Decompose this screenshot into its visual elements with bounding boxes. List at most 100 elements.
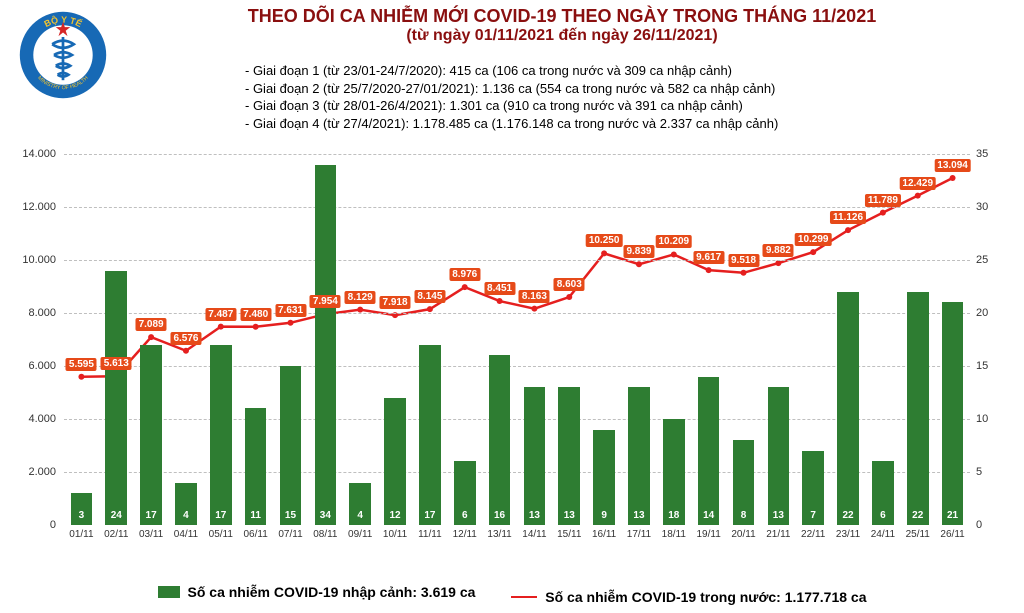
bar-value-label: 12: [384, 510, 406, 521]
bar-value-label: 15: [280, 510, 302, 521]
legend: Số ca nhiễm COVID-19 nhập cảnh: 3.619 ca…: [0, 584, 1024, 605]
x-tick-label: 03/11: [139, 529, 163, 540]
x-tick-label: 24/11: [871, 529, 895, 540]
root: BỘ Y TẾ MINISTRY OF HEALTH THEO DÕI CA N…: [0, 0, 1024, 613]
grid-line: [64, 366, 970, 367]
line-value-label: 9.617: [693, 251, 724, 264]
bar: 4: [175, 483, 197, 525]
line-value-label: 9.518: [728, 254, 759, 267]
line-marker: [775, 260, 781, 266]
x-tick-label: 23/11: [836, 529, 860, 540]
bar-value-label: 7: [802, 510, 824, 521]
bar: 22: [837, 292, 859, 525]
grid-line: [64, 154, 970, 155]
y-left-tick: 2.000: [12, 466, 56, 478]
line-value-label: 10.299: [795, 233, 832, 246]
bar: 7: [802, 451, 824, 525]
bar: 12: [384, 398, 406, 525]
line-marker: [810, 249, 816, 255]
line-value-label: 7.631: [275, 304, 306, 317]
bar: 34: [315, 165, 337, 525]
bar-value-label: 4: [175, 510, 197, 521]
line-value-label: 13.094: [934, 159, 971, 172]
y-left-tick: 0: [12, 519, 56, 531]
x-tick-label: 15/11: [557, 529, 581, 540]
line-value-label: 7.487: [205, 308, 236, 321]
y-left-tick: 8.000: [12, 307, 56, 319]
line-marker: [218, 324, 224, 330]
x-tick-label: 22/11: [801, 529, 825, 540]
line-marker: [462, 284, 468, 290]
bar-value-label: 18: [663, 510, 685, 521]
bar: 18: [663, 419, 685, 525]
y-right-tick: 0: [976, 519, 1012, 531]
y-left-tick: 14.000: [12, 148, 56, 160]
bar-value-label: 13: [768, 510, 790, 521]
grid-line: [64, 260, 970, 261]
legend-bar-label: Số ca nhiễm COVID-19 nhập cảnh: 3.619 ca: [188, 584, 476, 600]
line-marker: [531, 306, 537, 312]
line-marker: [253, 324, 259, 330]
line-value-label: 8.145: [414, 290, 445, 303]
bar-value-label: 24: [105, 510, 127, 521]
bar: 17: [140, 345, 162, 525]
bar: 14: [698, 377, 720, 525]
line-marker: [706, 267, 712, 273]
x-tick-label: 19/11: [696, 529, 720, 540]
grid-line: [64, 207, 970, 208]
x-tick-label: 25/11: [906, 529, 930, 540]
bar-value-label: 6: [454, 510, 476, 521]
bar: 8: [733, 440, 755, 525]
line-value-label: 8.976: [449, 268, 480, 281]
bar: 16: [489, 355, 511, 525]
x-tick-label: 16/11: [592, 529, 616, 540]
line-marker: [636, 261, 642, 267]
title-line-1: THEO DÕI CA NHIỄM MỚI COVID-19 THEO NGÀY…: [120, 6, 1004, 27]
bar-value-label: 6: [872, 510, 894, 521]
plot: 02.0004.0006.0008.00010.00012.00014.0000…: [64, 154, 970, 525]
bar: 6: [454, 461, 476, 525]
line-value-label: 8.451: [484, 282, 515, 295]
line-marker: [566, 294, 572, 300]
title-line-2: (từ ngày 01/11/2021 đến ngày 26/11/2021): [120, 27, 1004, 45]
line-value-label: 7.918: [380, 296, 411, 309]
bar-value-label: 3: [71, 510, 93, 521]
x-tick-label: 05/11: [209, 529, 233, 540]
bar: 11: [245, 408, 267, 525]
x-tick-label: 11/11: [418, 529, 442, 540]
line-marker: [148, 334, 154, 340]
grid-line: [64, 313, 970, 314]
note-line: - Giai đoạn 3 (từ 28/01-26/4/2021): 1.30…: [245, 97, 778, 115]
bar-value-label: 17: [419, 510, 441, 521]
line-value-label: 8.129: [345, 291, 376, 304]
y-right-tick: 30: [976, 201, 1012, 213]
x-tick-label: 12/11: [453, 529, 477, 540]
y-left-tick: 6.000: [12, 360, 56, 372]
line-marker: [288, 320, 294, 326]
bar: 13: [524, 387, 546, 525]
line-value-label: 9.839: [623, 245, 654, 258]
line-value-label: 10.250: [586, 234, 623, 247]
bar-value-label: 22: [907, 510, 929, 521]
bar: 22: [907, 292, 929, 525]
bar: 15: [280, 366, 302, 525]
bar-value-label: 8: [733, 510, 755, 521]
line-value-label: 5.595: [66, 358, 97, 371]
line-value-label: 6.576: [170, 332, 201, 345]
bar: 24: [105, 271, 127, 525]
note-line: - Giai đoạn 2 (từ 25/7/2020-27/01/2021):…: [245, 80, 778, 98]
line-value-label: 12.429: [899, 177, 936, 190]
line-marker: [671, 251, 677, 257]
bar-value-label: 21: [942, 510, 964, 521]
y-right-tick: 10: [976, 413, 1012, 425]
bar: 17: [419, 345, 441, 525]
grid-line: [64, 419, 970, 420]
y-left-tick: 12.000: [12, 201, 56, 213]
bar-value-label: 16: [489, 510, 511, 521]
period-notes: - Giai đoạn 1 (từ 23/01-24/7/2020): 415 …: [245, 62, 778, 132]
line-value-label: 9.882: [763, 244, 794, 257]
y-left-tick: 4.000: [12, 413, 56, 425]
line-value-label: 8.603: [554, 278, 585, 291]
bar-value-label: 11: [245, 510, 267, 521]
line-marker: [183, 348, 189, 354]
